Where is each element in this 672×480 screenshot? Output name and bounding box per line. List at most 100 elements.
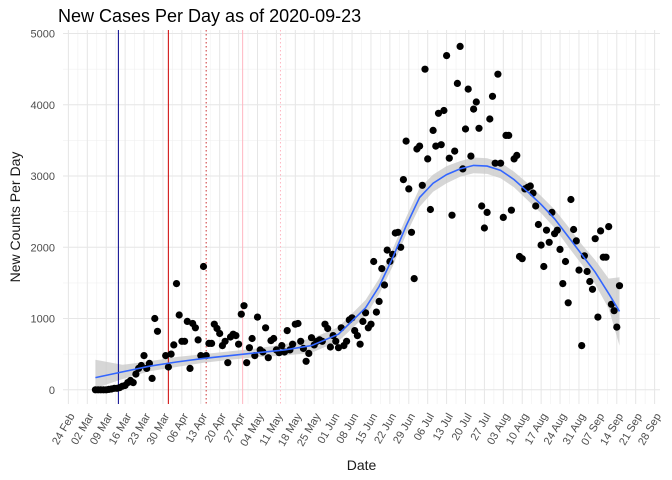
data-point [343,337,351,345]
data-point [605,223,613,231]
data-point [561,257,570,266]
data-point [353,332,361,340]
data-point [537,241,545,249]
data-point [208,339,216,347]
data-point [305,349,313,357]
data-point [132,370,140,378]
y-tick-label: 1000 [31,314,55,326]
data-point [478,202,486,210]
data-point [248,334,256,343]
y-tick-label: 5000 [31,29,55,41]
data-point [583,267,591,276]
data-point [332,337,340,345]
data-point [297,337,305,345]
data-point [432,142,440,150]
data-point [237,310,245,318]
data-point [337,324,345,332]
data-point [191,324,199,332]
data-point [334,344,343,352]
data-point [383,246,391,254]
data-point [199,262,208,271]
data-point [497,159,505,167]
data-point [394,228,402,236]
data-point [591,235,599,243]
data-point [613,323,621,331]
data-point [580,252,589,260]
data-point [424,155,432,163]
data-point [588,285,597,293]
data-point [610,307,618,315]
y-tick-label: 4000 [31,100,55,112]
data-point [451,147,459,155]
data-point [324,324,332,333]
data-point [491,159,499,167]
data-point [499,213,507,221]
data-point [534,220,543,229]
data-point [186,364,194,372]
data-point [399,176,407,184]
data-point [418,181,426,189]
data-point [175,311,183,319]
data-point [594,313,602,321]
data-point [542,226,551,234]
data-point [518,255,526,263]
data-point [164,363,172,371]
data-point [216,329,224,338]
data-point [470,105,478,113]
data-point [235,340,243,348]
data-point [410,275,418,283]
data-point [370,257,378,266]
data-point [448,211,456,219]
data-point [151,314,159,323]
data-point [221,337,229,345]
data-point [586,277,594,286]
data-point [615,282,624,290]
y-axis-title: New Counts Per Day [7,152,23,283]
data-point [162,352,170,360]
data-point [262,324,270,332]
data-point [507,206,515,214]
x-axis-title: Date [347,457,377,473]
data-point [362,309,370,317]
data-point [289,340,297,348]
data-point [380,281,389,289]
data-point [224,359,232,367]
data-point [540,262,548,271]
data-point [378,265,386,273]
data-point [407,228,416,236]
data-point [488,92,497,100]
data-point [243,359,251,367]
data-point [240,302,248,310]
data-point [183,317,191,325]
data-point [270,334,278,343]
data-point [375,297,383,305]
data-point [513,151,521,159]
y-tick-label: 3000 [31,171,55,183]
data-point [356,340,364,348]
data-point [602,253,610,261]
data-point [416,142,424,150]
data-point [302,357,310,365]
data-point [559,280,567,288]
data-points [91,42,624,394]
data-point [294,319,302,328]
data-point [429,126,437,134]
grid [63,30,660,404]
data-point [264,354,272,362]
data-point [545,238,553,246]
data-point [526,182,534,190]
y-tick-label: 0 [49,385,55,397]
data-point [153,327,162,335]
data-point [472,98,480,106]
data-point [402,137,410,145]
data-point [556,245,564,253]
data-point [597,227,605,235]
data-point [467,152,475,160]
data-point [578,342,586,350]
data-point [453,79,461,87]
data-point [278,342,286,350]
data-point [359,317,367,325]
data-point [434,109,443,117]
